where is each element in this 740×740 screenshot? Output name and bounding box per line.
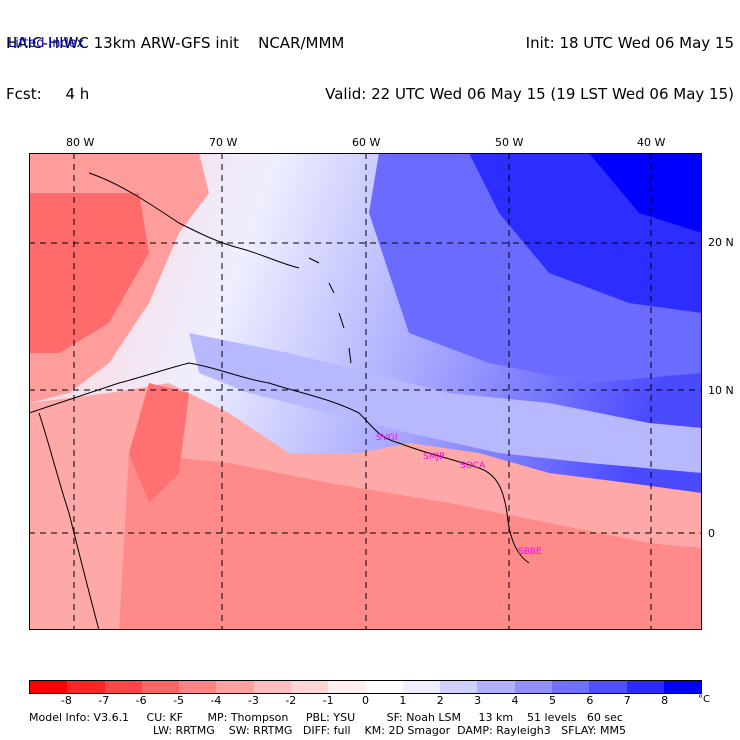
station-label: SMJP xyxy=(423,452,445,462)
colorbar-swatch xyxy=(216,681,254,693)
lon-label: 40 W xyxy=(637,136,666,149)
lon-label: 60 W xyxy=(352,136,381,149)
header-left: HAIC-HIWC 13km ARW-GFS init NCAR/MMM Fcs… xyxy=(6,1,344,120)
colorbar-swatch xyxy=(67,681,105,693)
colorbar-tick-label: -6 xyxy=(135,694,147,707)
valid-time: Valid: 22 UTC Wed 06 May 15 (19 LST Wed … xyxy=(325,85,734,103)
lat-label: 0 xyxy=(708,527,715,540)
colorbar-swatch xyxy=(589,681,627,693)
colorbar xyxy=(29,680,702,694)
colorbar-tick-label: -4 xyxy=(210,694,222,707)
colorbar-tick-label: -5 xyxy=(173,694,185,707)
colorbar-tick-label: 5 xyxy=(548,694,556,707)
lat-label: 20 N xyxy=(708,236,734,249)
colorbar-tick-label: 8 xyxy=(661,694,669,707)
station-label: SVGI xyxy=(376,433,398,443)
colorbar-swatch xyxy=(30,681,68,693)
lon-label: 70 W xyxy=(209,136,238,149)
init-time: Init: 18 UTC Wed 06 May 15 xyxy=(525,34,734,52)
negative-region xyxy=(129,383,189,503)
colorbar-tick-label: 1 xyxy=(399,694,407,707)
colorbar-tick-label: 6 xyxy=(586,694,594,707)
colorbar-swatch xyxy=(514,681,552,693)
colorbar-tick-label: 2 xyxy=(436,694,444,707)
colorbar-swatch xyxy=(663,681,702,693)
colorbar-tick-label: 3 xyxy=(474,694,482,707)
colorbar-swatch xyxy=(179,681,217,693)
colorbar-swatch xyxy=(551,681,590,693)
lat-label: 10 N xyxy=(708,384,734,397)
lat-lon-grid xyxy=(29,153,702,630)
colorbar-swatch xyxy=(440,681,478,693)
colorbar-tick-label: 4 xyxy=(511,694,519,707)
coastlines xyxy=(29,172,530,630)
header-right: Init: 18 UTC Wed 06 May 15 Valid: 22 UTC… xyxy=(325,1,734,120)
colorbar-swatch xyxy=(328,681,366,693)
positive-region xyxy=(189,333,702,473)
colorbar-tick-label: -2 xyxy=(285,694,297,707)
colorbar-unit: °C xyxy=(698,694,710,705)
colorbar-tick-label: -3 xyxy=(247,694,259,707)
colorbar-tick-label: -7 xyxy=(98,694,110,707)
forecast-hour: Fcst: 4 h xyxy=(6,85,90,103)
station-label: SBBE xyxy=(518,547,542,557)
station-label: SOCA xyxy=(460,461,486,471)
model-info-line2: LW: RRTMG SW: RRTMG DIFF: full KM: 2D Sm… xyxy=(153,724,626,737)
colorbar-swatch xyxy=(477,681,515,693)
colorbar-swatch xyxy=(290,681,329,693)
colorbar-swatch xyxy=(365,681,403,693)
map-canvas: SVGI SMJP SOCA SBBE xyxy=(29,153,702,630)
model-info-line1: Model Info: V3.6.1 CU: KF MP: Thompson P… xyxy=(29,711,623,724)
colorbar-tick-label: -8 xyxy=(60,694,72,707)
negative-region xyxy=(29,193,149,353)
colorbar-tick-label: 0 xyxy=(362,694,369,707)
colorbar-tick-label: 7 xyxy=(623,694,631,707)
positive-region xyxy=(589,153,702,233)
colorbar-swatch xyxy=(402,681,441,693)
lifted-index-map: SVGI SMJP SOCA SBBE xyxy=(29,153,702,630)
colorbar-swatch xyxy=(104,681,142,693)
field-title: Lifted index xyxy=(8,36,85,51)
colorbar-swatch xyxy=(141,681,180,693)
negative-region xyxy=(119,453,702,630)
lon-label: 50 W xyxy=(495,136,524,149)
lon-label: 80 W xyxy=(66,136,95,149)
map-border xyxy=(29,153,702,630)
colorbar-swatch xyxy=(626,681,664,693)
colorbar-swatch xyxy=(253,681,291,693)
colorbar-tick-label: -1 xyxy=(322,694,334,707)
model-title: HAIC-HIWC 13km ARW-GFS init NCAR/MMM xyxy=(6,34,345,52)
